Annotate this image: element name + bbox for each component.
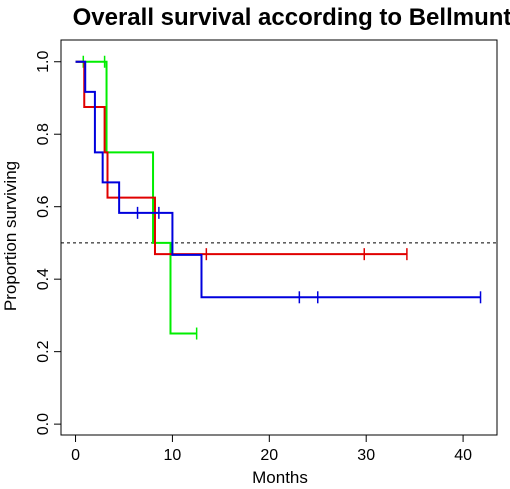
plot-area-border (60, 39, 498, 436)
y-tick-label: 0.4 (35, 268, 52, 290)
survival-curve-3 (75, 60, 481, 299)
x-axis: 0 10 20 30 40 (71, 435, 472, 464)
x-axis-label: Months (252, 468, 308, 487)
x-tick-label: 40 (454, 447, 472, 464)
y-tick-label: 0.2 (35, 340, 52, 362)
survival-curves (75, 55, 482, 340)
x-tick-label: 10 (164, 447, 182, 464)
x-tick-label: 20 (260, 447, 278, 464)
y-axis: 0.0 0.2 0.4 0.6 0.8 1.0 (35, 51, 61, 435)
x-tick-label: 0 (71, 447, 80, 464)
y-tick-label: 1.0 (35, 51, 52, 73)
survival-curve-2 (75, 60, 407, 256)
y-axis-label: Proportion surviving (1, 161, 20, 311)
x-tick-label: 30 (357, 447, 375, 464)
chart-title: Overall survival according to Bellmunt (73, 4, 510, 31)
y-tick-label: 0.8 (35, 123, 52, 145)
y-tick-label: 0.6 (35, 195, 52, 217)
y-tick-label: 0.0 (35, 413, 52, 435)
